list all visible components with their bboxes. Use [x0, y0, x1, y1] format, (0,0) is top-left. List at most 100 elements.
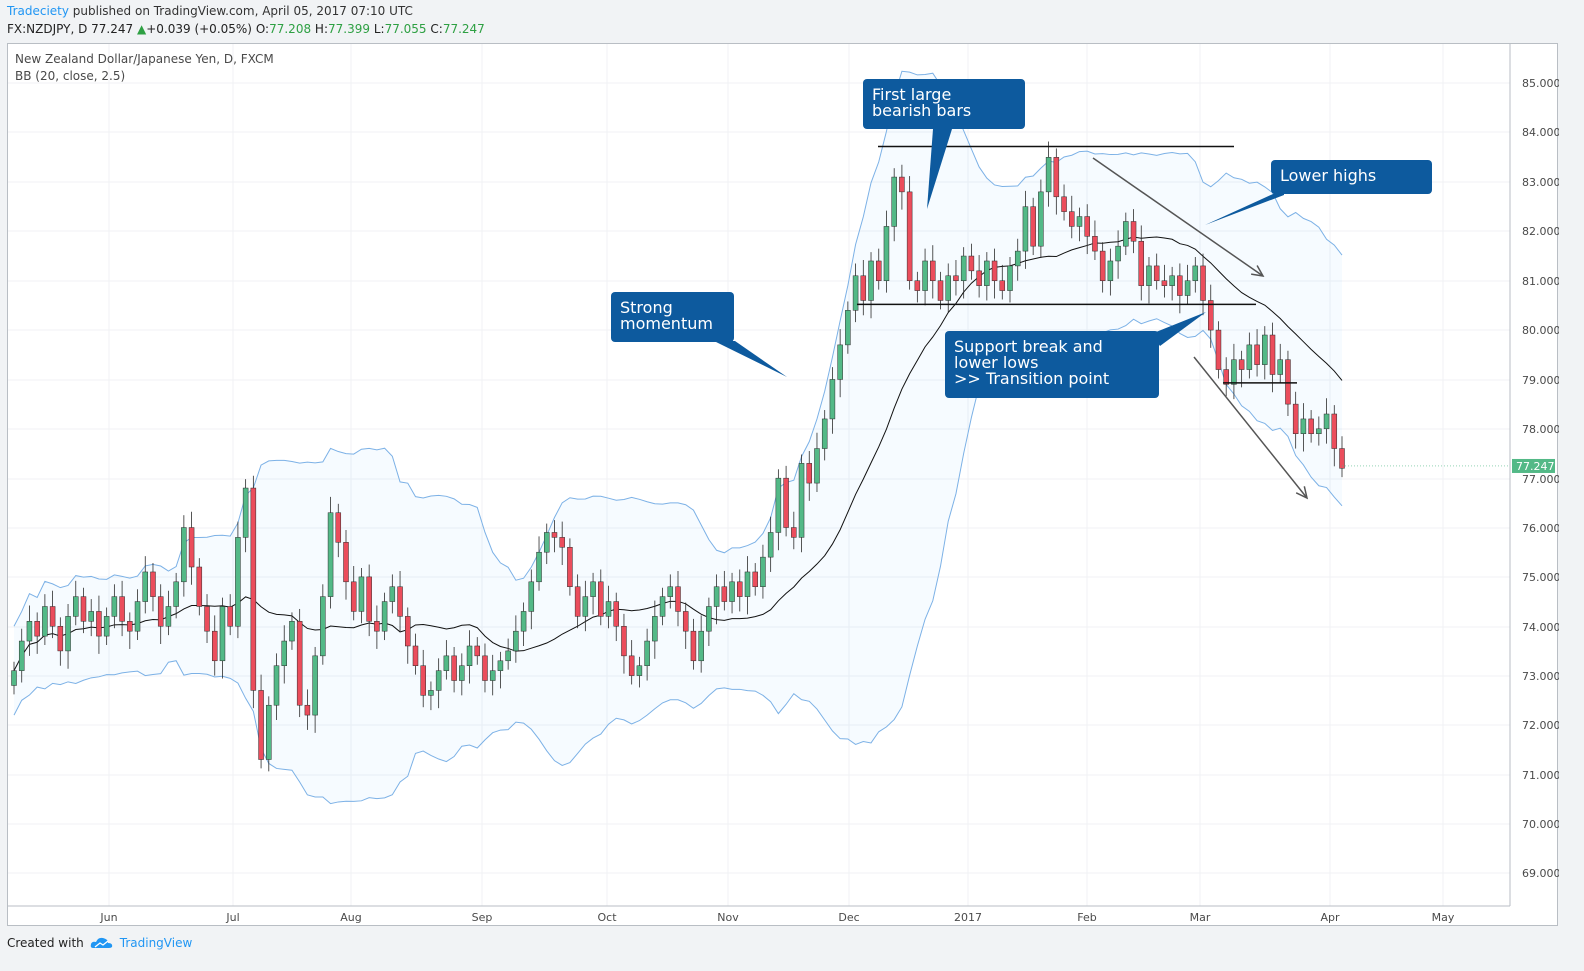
candle-body[interactable] [1215, 329, 1222, 370]
candle-body[interactable] [536, 551, 542, 583]
candle-body[interactable] [559, 537, 565, 548]
candle-body[interactable] [528, 581, 535, 612]
tradingview-link[interactable]: TradingView [119, 936, 193, 950]
candle-body[interactable] [304, 704, 311, 716]
candle-body[interactable] [65, 616, 71, 652]
candle-body[interactable] [1231, 359, 1237, 385]
candle-body[interactable] [551, 532, 558, 538]
candle-body[interactable] [134, 601, 141, 632]
candle-body[interactable] [1300, 418, 1307, 434]
candle-body[interactable] [783, 477, 789, 528]
candle-body[interactable] [1285, 359, 1291, 405]
candle-body[interactable] [327, 512, 334, 597]
candle-body[interactable] [374, 621, 380, 632]
candle-body[interactable] [883, 226, 890, 281]
candle-body[interactable] [1099, 250, 1106, 281]
candle-body[interactable] [266, 704, 272, 760]
candle-body[interactable] [49, 606, 56, 627]
candle-body[interactable] [976, 270, 982, 286]
candle-body[interactable] [513, 630, 519, 652]
candle-body[interactable] [397, 586, 403, 617]
candle-body[interactable] [459, 665, 465, 681]
candle-body[interactable] [312, 655, 318, 716]
candle-body[interactable] [930, 260, 936, 281]
candle-body[interactable] [1038, 191, 1044, 247]
candle-body[interactable] [34, 621, 40, 637]
candle-body[interactable] [937, 280, 944, 301]
candle-body[interactable] [451, 655, 457, 681]
candle-body[interactable] [482, 655, 488, 681]
candle-body[interactable] [968, 255, 975, 272]
candle-body[interactable] [613, 601, 619, 627]
candle-body[interactable] [1123, 221, 1129, 247]
candle-body[interactable] [1277, 359, 1283, 375]
candle-body[interactable] [57, 625, 64, 652]
candle-body[interactable] [875, 260, 882, 281]
candle-body[interactable] [428, 690, 434, 696]
candle-body[interactable] [1262, 334, 1268, 365]
candle-body[interactable] [350, 581, 357, 612]
candle-body[interactable] [1161, 280, 1168, 286]
candle-body[interactable] [791, 527, 797, 538]
candle-body[interactable] [582, 596, 589, 617]
candle-body[interactable] [1115, 245, 1121, 262]
candle-body[interactable] [721, 586, 728, 602]
candle-body[interactable] [358, 576, 365, 612]
candle-body[interactable] [868, 260, 874, 301]
candle-body[interactable] [1169, 275, 1175, 286]
candle-body[interactable] [1254, 344, 1260, 365]
candle-body[interactable] [26, 621, 33, 642]
candle-body[interactable] [96, 611, 102, 637]
candle-body[interactable] [497, 660, 504, 671]
candle-body[interactable] [258, 690, 264, 760]
candle-body[interactable] [1223, 369, 1229, 385]
candle-body[interactable] [821, 418, 828, 449]
candle-body[interactable] [605, 601, 612, 617]
candle-body[interactable] [188, 527, 195, 568]
candle-body[interactable] [289, 621, 295, 642]
price-chart[interactable]: 85.000 84.000 83.000 82.000 81.000 80.000 79.0… [8, 44, 1559, 927]
candle-body[interactable] [219, 606, 226, 662]
candle-body[interactable] [1184, 280, 1191, 296]
candle-body[interactable] [405, 616, 411, 647]
candle-body[interactable] [1200, 265, 1206, 301]
candle-body[interactable] [543, 532, 550, 553]
candle-body[interactable] [1146, 265, 1152, 286]
candle-body[interactable] [806, 463, 813, 484]
candle-body[interactable] [142, 571, 149, 602]
candle-body[interactable] [775, 477, 782, 533]
candle-body[interactable] [1045, 157, 1052, 193]
candle-body[interactable] [273, 665, 280, 706]
candle-body[interactable] [227, 606, 233, 627]
candle-body[interactable] [984, 260, 990, 286]
candle-body[interactable] [922, 260, 928, 291]
candle-body[interactable] [729, 581, 735, 602]
candle-body[interactable] [242, 487, 249, 538]
candle-body[interactable] [181, 527, 187, 583]
candle-body[interactable] [752, 571, 758, 588]
candle-body[interactable] [598, 581, 604, 617]
candle-body[interactable] [42, 606, 48, 637]
candle-body[interactable] [744, 571, 751, 597]
candle-body[interactable] [1192, 265, 1199, 281]
candle-body[interactable] [953, 275, 959, 281]
candle-body[interactable] [235, 537, 241, 627]
candle-body[interactable] [1308, 418, 1314, 434]
candle-body[interactable] [412, 645, 419, 666]
candle-body[interactable] [119, 596, 125, 622]
candle-body[interactable] [211, 630, 218, 662]
candle-body[interactable] [127, 621, 133, 632]
candle-body[interactable] [73, 596, 79, 617]
candle-body[interactable] [250, 487, 257, 691]
candle-body[interactable] [737, 581, 743, 597]
candle-body[interactable] [18, 640, 25, 671]
candle-body[interactable] [343, 542, 349, 583]
candle-body[interactable] [960, 255, 967, 281]
candle-body[interactable] [381, 601, 388, 632]
candle-body[interactable] [204, 606, 210, 632]
candle-body[interactable] [474, 645, 481, 657]
candle-body[interactable] [1092, 236, 1098, 252]
candle-body[interactable] [991, 260, 998, 281]
candle-body[interactable] [906, 191, 913, 281]
candle-body[interactable] [1069, 211, 1075, 227]
